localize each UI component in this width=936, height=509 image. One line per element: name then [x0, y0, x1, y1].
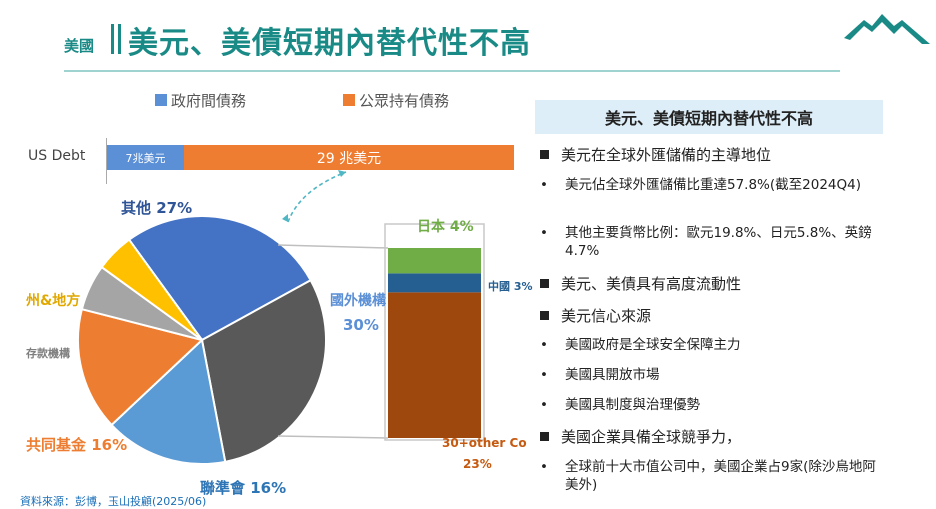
bullet-text: 美國具開放市場 — [565, 367, 660, 383]
bar-segment-government: 7兆美元 — [107, 145, 184, 170]
bullet-text: 美國具制度與治理優勢 — [565, 397, 700, 413]
arrowhead-icon — [282, 214, 288, 222]
stack-segment-1 — [388, 273, 481, 293]
bar-segment-public: 29 兆美元 — [184, 145, 514, 170]
bullet-sub: • 美元佔全球外匯儲備比重達57.8%(截至2024Q4) — [540, 176, 880, 194]
foreign-breakdown-bar — [277, 223, 485, 441]
pie-chart — [77, 215, 327, 465]
bullet-main: 美元、美債具有高度流動性 — [540, 273, 741, 294]
legend-item-public: 公眾持有債務 — [343, 90, 449, 111]
dot-bullet-icon: • — [540, 337, 548, 353]
stack-label-others: 30+other Co — [442, 436, 527, 450]
source-note: 資料來源：彭博，玉山投顧(2025/06) — [20, 495, 207, 508]
title-divider — [64, 70, 840, 72]
pie-slice-1 — [200, 278, 327, 463]
stack-segment-2 — [388, 248, 481, 274]
stack-label-others-pct: 23% — [463, 457, 492, 471]
legend-swatch — [155, 94, 167, 106]
region-tag: 美國 — [64, 37, 95, 55]
legend-item-government: 政府間債務 — [155, 90, 246, 111]
pie-slice-5 — [100, 238, 203, 341]
page-title: 美元、美債短期內替代性不高 — [128, 26, 531, 61]
bullet-main: 美元信心來源 — [540, 305, 651, 326]
pie-slice-0 — [127, 215, 313, 342]
dot-bullet-icon: • — [540, 367, 548, 383]
mountain-logo-icon — [844, 14, 930, 44]
legend-swatch — [343, 94, 355, 106]
connector-arrow-icon — [287, 171, 347, 223]
pie-slice-2 — [110, 338, 227, 465]
bullet-text: 全球前十大市值公司中，美國企業占9家(除沙烏地阿美外) — [565, 459, 876, 493]
bullet-text: 美元佔全球外匯儲備比重達57.8%(截至2024Q4) — [565, 177, 861, 193]
dot-bullet-icon: • — [540, 459, 548, 475]
stack-label-china: 中國 3% — [488, 280, 533, 293]
square-bullet-icon — [540, 310, 549, 320]
pie-label-state-local: 州&地方 — [26, 293, 81, 309]
bullet-main: 美國企業具備全球競爭力， — [540, 426, 741, 447]
legend-label: 政府間債務 — [171, 92, 247, 110]
pie-label-mutual-funds: 共同基金 16% — [26, 436, 128, 454]
pie-label-depository: 存款機構 — [26, 347, 70, 360]
connector-line — [277, 244, 389, 249]
bullet-sub: • 美國具制度與治理優勢 — [540, 396, 880, 414]
title-bars-icon — [111, 24, 121, 54]
square-bullet-icon — [540, 149, 549, 159]
bullet-text: 美國企業具備全球競爭力， — [561, 428, 742, 446]
pie-label-foreign-pct: 30% — [343, 316, 379, 334]
square-bullet-icon — [540, 278, 549, 288]
arrowhead-icon — [338, 170, 346, 177]
breakdown-frame — [384, 223, 485, 441]
legend-label: 公眾持有債務 — [359, 92, 450, 110]
bullet-main: 美元在全球外匯儲備的主導地位 — [540, 144, 771, 165]
bullet-text: 美元信心來源 — [561, 307, 652, 325]
bullet-text: 其他主要貨幣比例：歐元19.8%、日元5.8%、英鎊4.7% — [565, 225, 872, 259]
bullet-text: 美國政府是全球安全保障主力 — [565, 337, 741, 353]
square-bullet-icon — [540, 431, 549, 441]
bullet-sub: • 全球前十大市值公司中，美國企業占9家(除沙烏地阿美外) — [540, 458, 880, 494]
panel-heading: 美元、美債短期內替代性不高 — [535, 100, 883, 134]
dot-bullet-icon: • — [540, 225, 548, 241]
bullet-sub: • 美國政府是全球安全保障主力 — [540, 336, 880, 354]
connector-line — [277, 435, 389, 439]
pie-slice-3 — [77, 307, 205, 427]
pie-label-foreign: 國外機構 — [330, 293, 386, 309]
bullet-text: 美元、美債具有高度流動性 — [561, 275, 742, 293]
dot-bullet-icon: • — [540, 177, 548, 193]
stack-segment-0 — [388, 292, 481, 438]
dot-bullet-icon: • — [540, 397, 548, 413]
bullet-text: 美元在全球外匯儲備的主導地位 — [561, 146, 772, 164]
bullet-sub: • 其他主要貨幣比例：歐元19.8%、日元5.8%、英鎊4.7% — [540, 224, 880, 260]
bar-category-label: US Debt — [28, 148, 86, 164]
pie-label-fed: 聯準會 16% — [200, 479, 287, 497]
bar-axis — [106, 138, 107, 184]
bullet-sub: • 美國具開放市場 — [540, 366, 880, 384]
stack-label-japan: 日本 4% — [417, 219, 474, 235]
pie-label-other: 其他 27% — [121, 199, 193, 217]
